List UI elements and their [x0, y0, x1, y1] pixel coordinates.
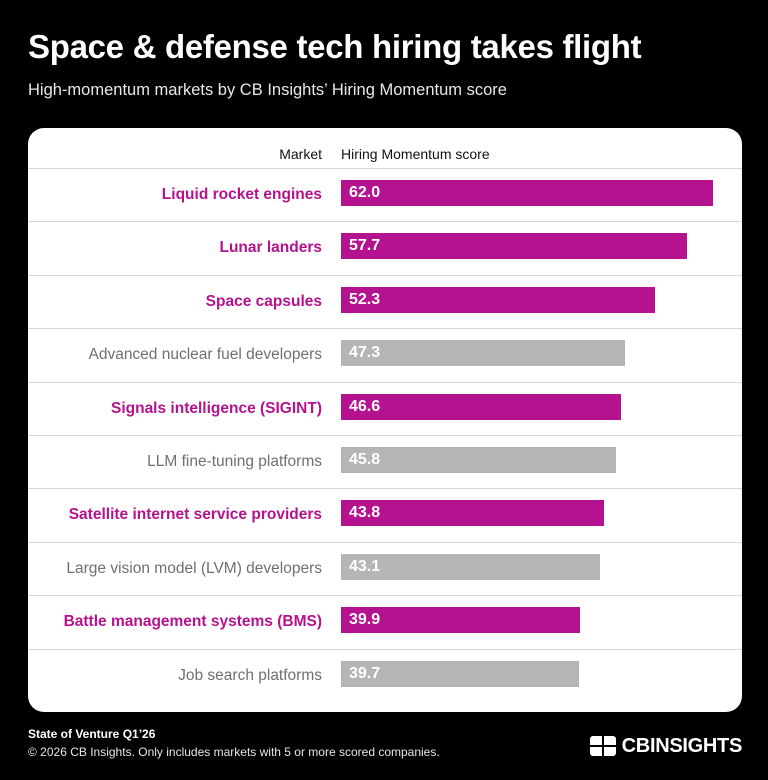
- bar-value-label: 39.9: [349, 611, 381, 629]
- chart-title: Space & defense tech hiring takes flight: [28, 28, 642, 65]
- cb-insights-logo-icon: [589, 736, 616, 756]
- bar-row: Lunar landers 57.7: [28, 221, 742, 274]
- category-label: Battle management systems (BMS): [63, 613, 322, 631]
- bar-value-label: 52.3: [349, 290, 381, 308]
- bar-row: Large vision model (LVM) developers 43.1: [28, 541, 742, 595]
- bar-row: Battle management systems (BMS) 39.9: [28, 595, 742, 648]
- category-label: Job search platforms: [178, 666, 322, 684]
- footer-note: © 2026 CB Insights. Only includes market…: [28, 745, 440, 759]
- bar: 47.3: [341, 340, 625, 367]
- bar-value-label: 62.0: [349, 184, 381, 201]
- footer-source: State of Venture Q1’26: [28, 727, 156, 741]
- bar-value-label: 47.3: [349, 344, 381, 362]
- category-label: Signals intelligence (SIGINT): [110, 399, 322, 417]
- bar-row: Job search platforms 39.7: [28, 648, 742, 702]
- category-label: Satellite internet service providers: [68, 506, 322, 524]
- bar-row: Space capsules 52.3: [28, 274, 742, 328]
- chart-subtitle: High-momentum markets by CB Insights’ Hi…: [28, 81, 507, 99]
- category-label: Advanced nuclear fuel developers: [88, 346, 322, 364]
- bar-value-label: 39.7: [349, 664, 381, 682]
- category-label: LLM fine-tuning platforms: [147, 453, 322, 470]
- bar-row: Advanced nuclear fuel developers 47.3: [28, 328, 742, 381]
- bar-row: Signals intelligence (SIGINT) 46.6: [28, 381, 742, 435]
- category-label: Space capsules: [205, 292, 322, 310]
- bar-value-label: 45.8: [349, 451, 381, 468]
- bar-row: LLM fine-tuning platforms 45.8: [28, 435, 742, 488]
- bar: 39.9: [341, 607, 581, 634]
- bar-row: Liquid rocket engines 62.0: [28, 168, 742, 221]
- bar-value-label: 43.8: [349, 504, 381, 522]
- category-label: Lunar landers: [219, 239, 323, 257]
- cb-insights-logo: CBINSIGHTS: [589, 733, 743, 759]
- bar: 62.0: [341, 180, 713, 206]
- category-label: Large vision model (LVM) developers: [66, 559, 322, 577]
- category-label: Liquid rocket engines: [161, 186, 322, 203]
- column-header-market: Market: [279, 146, 322, 162]
- bar: 45.8: [341, 447, 616, 473]
- bar: 52.3: [341, 286, 655, 313]
- bar: 46.6: [341, 393, 621, 420]
- bar: 43.1: [341, 553, 600, 580]
- bar: 39.7: [341, 660, 580, 687]
- bar-value-label: 57.7: [349, 237, 381, 255]
- bar-value-label: 46.6: [349, 397, 381, 415]
- cb-insights-logo-text: CBINSIGHTS: [621, 734, 743, 757]
- bar-row: Satellite internet service providers 43.8: [28, 488, 742, 541]
- bar: 43.8: [341, 500, 604, 527]
- bar: 57.7: [341, 233, 688, 260]
- column-header-score: Hiring Momentum score: [341, 146, 490, 162]
- chart-card: Market Hiring Momentum score Liquid rock…: [28, 128, 742, 712]
- bar-value-label: 43.1: [349, 557, 381, 575]
